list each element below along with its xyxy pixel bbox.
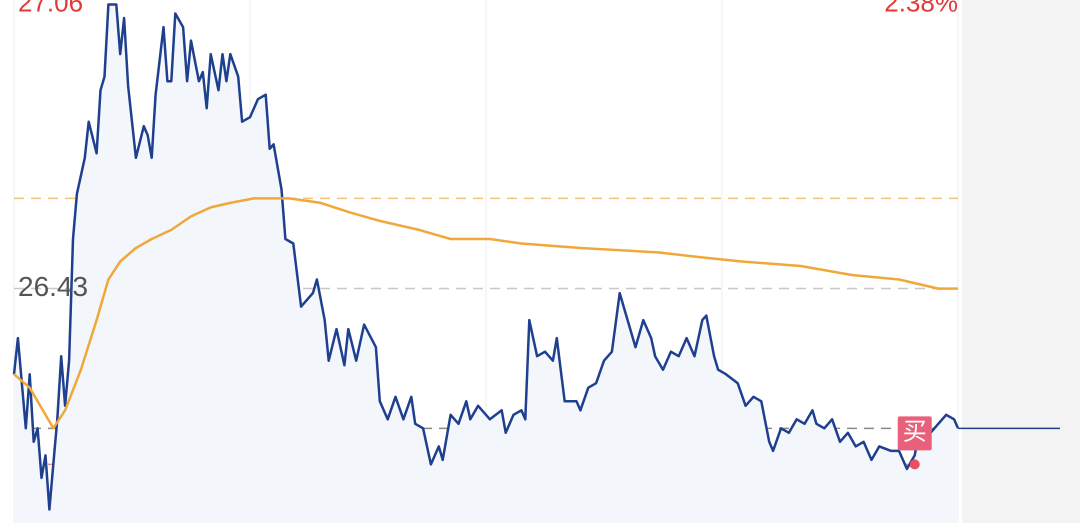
series-line (13, 197, 958, 430)
area (14, 4, 958, 523)
series-line (12, 3, 960, 511)
buy-point (909, 459, 920, 470)
buy-label: 买 (903, 419, 927, 446)
side-panel (962, 0, 1080, 523)
y2-tick-label: 2.38% (884, 0, 958, 18)
y-tick-label: 27.06 (18, 0, 83, 17)
y-tick-label: 26.43 (18, 271, 88, 302)
buy-badge (897, 416, 932, 451)
